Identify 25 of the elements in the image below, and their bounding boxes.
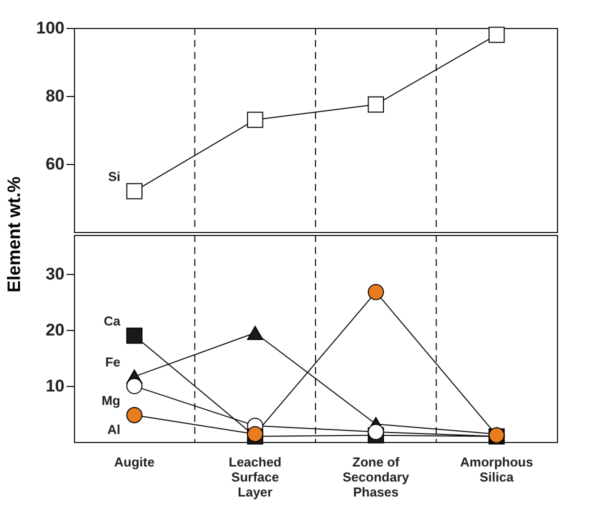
point: [247, 326, 264, 340]
point: [368, 424, 384, 440]
point: [368, 96, 384, 113]
point: [368, 284, 384, 300]
y-tick-label: 10: [46, 376, 64, 396]
y-tick-label: 30: [46, 264, 64, 284]
y-tick-label: 20: [46, 320, 64, 340]
point: [126, 328, 142, 344]
y-tick-label: 80: [46, 86, 64, 106]
y-tick-label: 60: [46, 154, 64, 174]
series-label: Al: [107, 422, 120, 438]
y-axis-title: Element wt.%: [4, 176, 24, 293]
x-tick-label: Amorphous Silica: [460, 454, 534, 484]
series-label: Ca: [104, 314, 122, 329]
point: [247, 112, 264, 128]
series-label: Fe: [105, 354, 120, 370]
x-tick-label: Augite: [114, 454, 155, 470]
y-tick-label: 100: [36, 18, 64, 38]
series-label: Mg: [102, 393, 120, 408]
x-tick-label: Leached Surface Layer: [228, 454, 282, 500]
x-tick-label: Zone of Secondary Phases: [342, 454, 410, 500]
series-label: Si: [108, 169, 120, 184]
point: [488, 26, 505, 43]
point: [126, 407, 142, 424]
point: [126, 378, 142, 394]
